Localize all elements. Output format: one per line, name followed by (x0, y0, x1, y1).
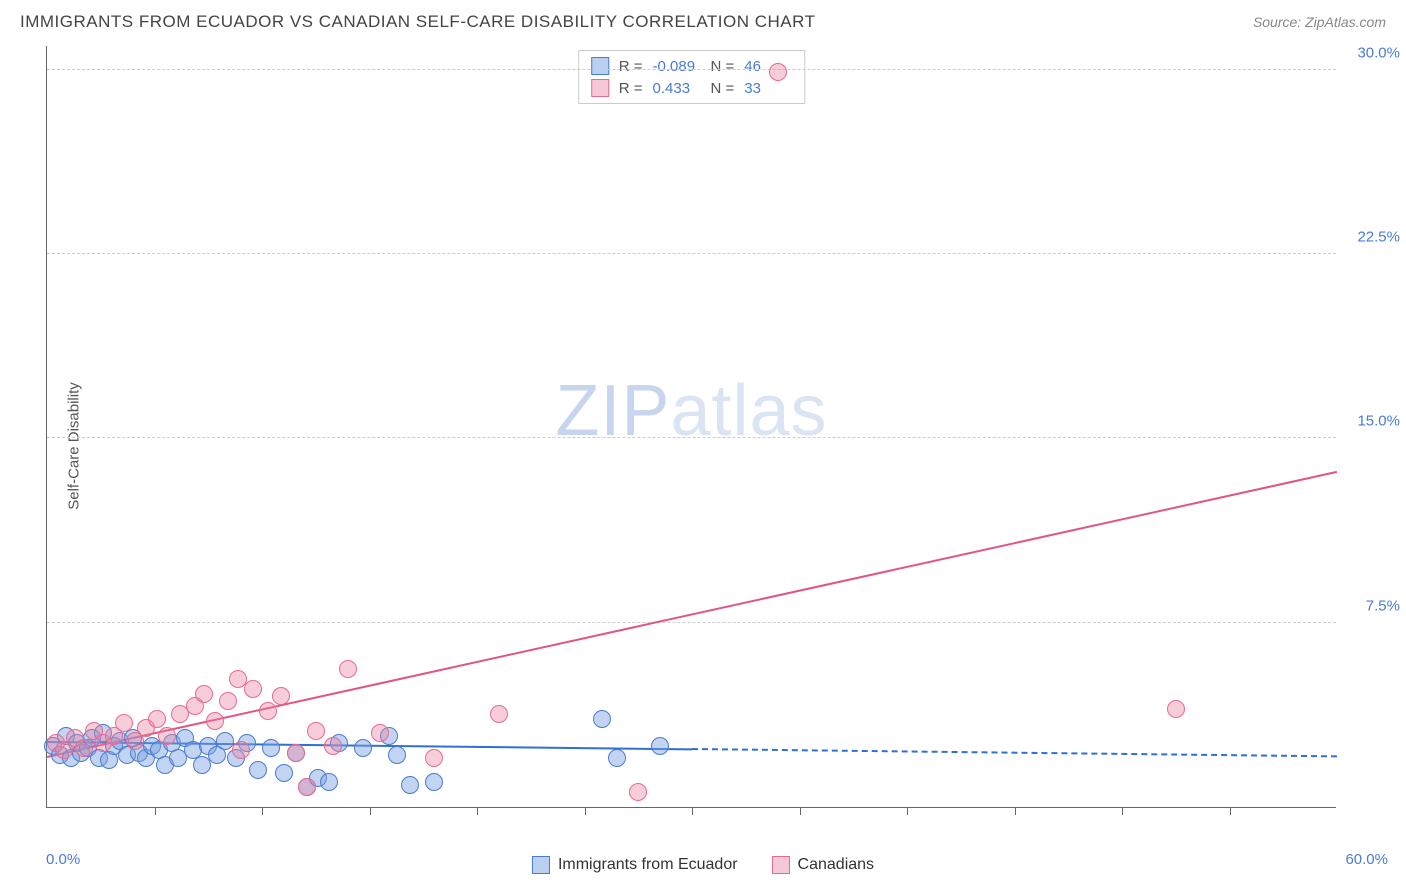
x-tick-mark (1230, 807, 1231, 815)
legend-item: Immigrants from Ecuador (532, 856, 738, 874)
gridline-h (47, 253, 1336, 254)
legend-bottom: Immigrants from Ecuador Canadians (532, 856, 874, 874)
data-point (249, 761, 267, 779)
data-point (1167, 700, 1185, 718)
data-point (298, 778, 316, 796)
y-tick-label: 7.5% (1366, 597, 1400, 614)
stat-n-label: N = (711, 58, 735, 75)
stat-r-label: R = (619, 58, 643, 75)
legend-swatch (772, 856, 790, 874)
legend-item: Canadians (772, 856, 875, 874)
trend-line (47, 471, 1337, 758)
data-point (324, 737, 342, 755)
data-point (651, 737, 669, 755)
x-tick-min: 0.0% (46, 851, 80, 868)
data-point (769, 63, 787, 81)
y-tick-label: 30.0% (1357, 44, 1400, 61)
data-point (287, 744, 305, 762)
y-tick-label: 22.5% (1357, 228, 1400, 245)
data-point (219, 692, 237, 710)
x-tick-mark (262, 807, 263, 815)
chart-title: IMMIGRANTS FROM ECUADOR VS CANADIAN SELF… (20, 12, 816, 32)
data-point (593, 710, 611, 728)
legend-stats-row: R = 0.433 N = 33 (591, 77, 793, 99)
x-tick-mark (370, 807, 371, 815)
data-point (275, 764, 293, 782)
data-point (425, 773, 443, 791)
trend-line-extrapolated (692, 748, 1337, 757)
data-point (608, 749, 626, 767)
x-tick-mark (155, 807, 156, 815)
watermark: ZIPatlas (555, 370, 827, 452)
stat-r-label: R = (619, 80, 643, 97)
data-point (425, 749, 443, 767)
x-tick-mark (800, 807, 801, 815)
data-point (158, 727, 176, 745)
data-point (232, 741, 250, 759)
source-text: Source: ZipAtlas.com (1253, 14, 1386, 30)
x-tick-max: 60.0% (1345, 851, 1388, 868)
x-tick-mark (692, 807, 693, 815)
data-point (115, 714, 133, 732)
data-point (490, 705, 508, 723)
stat-r-value: -0.089 (653, 58, 701, 75)
data-point (195, 685, 213, 703)
legend-label: Immigrants from Ecuador (558, 856, 738, 874)
x-tick-mark (1015, 807, 1016, 815)
chart-plot-area: ZIPatlas R =-0.089N =46R =0.433N =33 7.5… (46, 46, 1336, 808)
data-point (629, 783, 647, 801)
legend-label: Canadians (798, 856, 875, 874)
x-tick-mark (907, 807, 908, 815)
gridline-h (47, 437, 1336, 438)
stat-n-value: 33 (744, 80, 792, 97)
legend-swatch (591, 57, 609, 75)
x-tick-mark (477, 807, 478, 815)
gridline-h (47, 622, 1336, 623)
stat-r-value: 0.433 (653, 80, 701, 97)
x-tick-mark (585, 807, 586, 815)
legend-swatch (532, 856, 550, 874)
legend-stats-row: R =-0.089N =46 (591, 55, 793, 77)
data-point (339, 660, 357, 678)
data-point (401, 776, 419, 794)
y-tick-label: 15.0% (1357, 413, 1400, 430)
data-point (75, 739, 93, 757)
gridline-h (47, 69, 1336, 70)
data-point (354, 739, 372, 757)
data-point (148, 710, 166, 728)
data-point (259, 702, 277, 720)
data-point (272, 687, 290, 705)
data-point (388, 746, 406, 764)
data-point (371, 724, 389, 742)
data-point (244, 680, 262, 698)
data-point (262, 739, 280, 757)
legend-swatch (591, 79, 609, 97)
data-point (320, 773, 338, 791)
data-point (307, 722, 325, 740)
stat-n-label: N = (711, 80, 735, 97)
x-tick-mark (1122, 807, 1123, 815)
data-point (206, 712, 224, 730)
